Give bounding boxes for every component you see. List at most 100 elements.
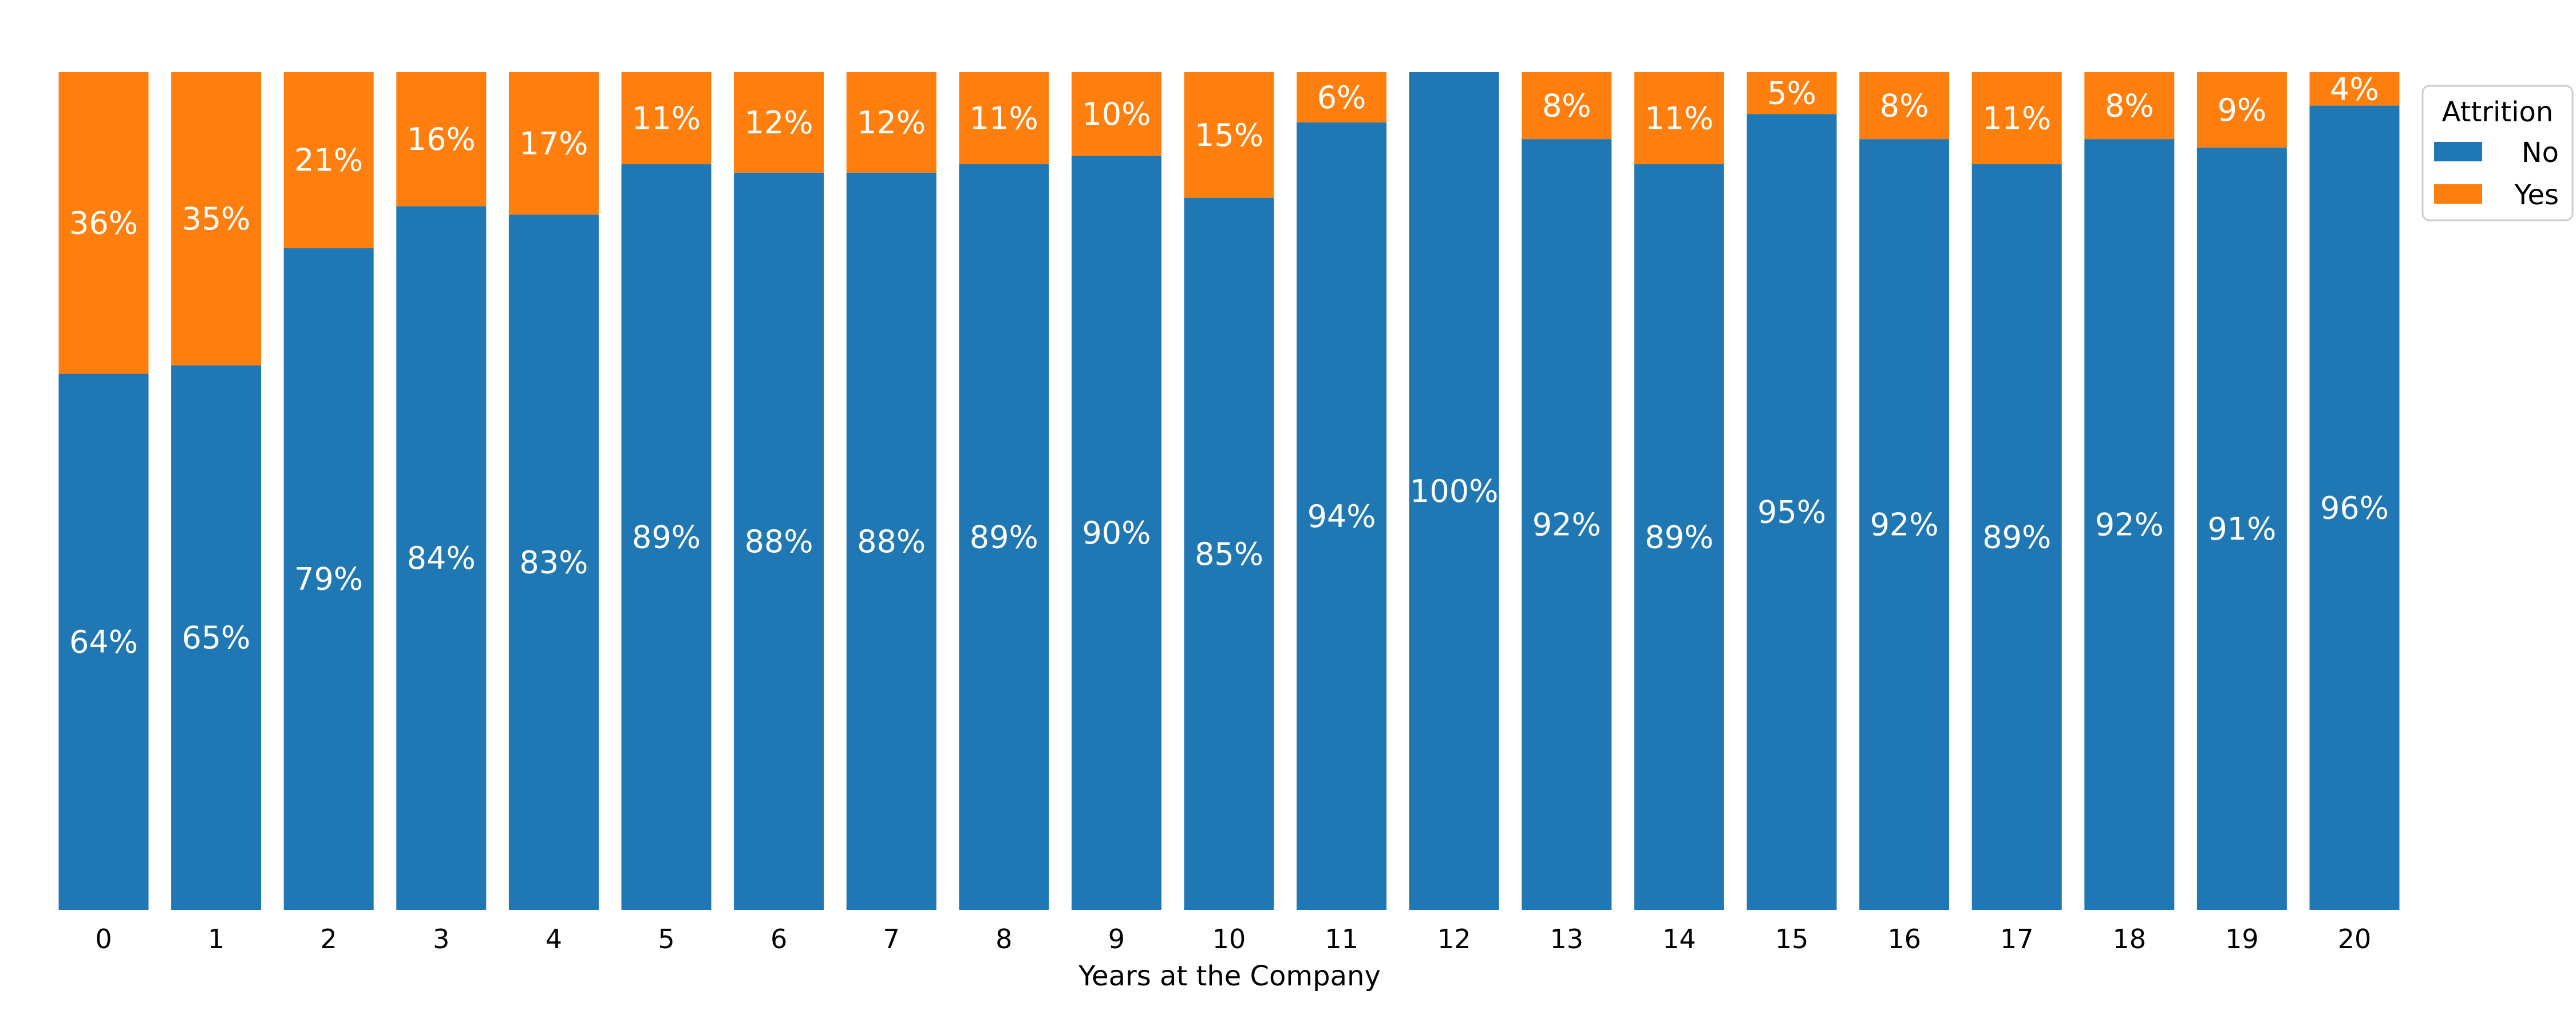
bar-no-17 — [1971, 164, 2062, 910]
x-tick-label-0: 0 — [95, 924, 112, 954]
bar-yes-20 — [2309, 72, 2400, 106]
bar-yes-11 — [1297, 72, 1387, 122]
bar-label-no-2: 79% — [294, 561, 363, 597]
bar-label-no-15: 95% — [1757, 494, 1826, 530]
bar-yes-0 — [58, 72, 149, 374]
bar-yes-6 — [734, 72, 824, 173]
bar-label-yes-10: 15% — [1195, 117, 1263, 153]
bar-no-16 — [1859, 139, 1950, 910]
x-tick-label-7: 7 — [883, 924, 900, 954]
x-tick-label-5: 5 — [658, 924, 674, 954]
bar-label-yes-2: 21% — [294, 142, 363, 179]
bar-label-yes-13: 8% — [1542, 88, 1591, 124]
x-tick-label-19: 19 — [2225, 924, 2259, 954]
bar-yes-19 — [2196, 72, 2287, 148]
bar-yes-9 — [1071, 72, 1161, 156]
x-tick-label-2: 2 — [321, 924, 337, 954]
x-tick-label-17: 17 — [2000, 924, 2034, 954]
bar-label-no-6: 88% — [745, 524, 813, 560]
legend-label-yes: Yes — [2514, 179, 2559, 211]
bar-label-yes-20: 4% — [2330, 71, 2379, 107]
x-tick-label-6: 6 — [771, 924, 787, 954]
bar-yes-18 — [2084, 72, 2175, 140]
legend: Attrition No Yes — [2421, 85, 2574, 221]
x-tick-label-20: 20 — [2338, 924, 2372, 954]
bar-label-yes-8: 11% — [970, 101, 1038, 137]
bar-yes-3 — [396, 72, 487, 207]
x-tick-label-15: 15 — [1775, 924, 1809, 954]
x-tick-label-11: 11 — [1325, 924, 1358, 954]
bar-no-19 — [2196, 147, 2287, 910]
x-tick-label-3: 3 — [433, 924, 449, 954]
bar-no-1 — [171, 365, 262, 910]
bar-no-2 — [283, 248, 374, 910]
bar-label-yes-4: 17% — [519, 125, 588, 161]
bar-label-no-3: 84% — [407, 540, 476, 576]
bar-label-no-5: 89% — [632, 520, 701, 556]
bar-label-yes-0: 36% — [69, 205, 138, 241]
bar-label-yes-19: 9% — [2218, 92, 2267, 128]
bar-label-no-12: 100% — [1410, 473, 1498, 509]
bar-no-9 — [1071, 156, 1161, 910]
x-tick-label-18: 18 — [2113, 924, 2147, 954]
bar-label-no-4: 83% — [519, 544, 588, 580]
bar-yes-17 — [1971, 72, 2062, 165]
bar-label-no-16: 92% — [1870, 507, 1939, 543]
bar-label-no-13: 92% — [1532, 507, 1601, 543]
bar-label-no-8: 89% — [970, 520, 1038, 556]
bar-label-yes-18: 8% — [2105, 88, 2154, 124]
bar-label-no-9: 90% — [1082, 515, 1151, 551]
x-tick-label-16: 16 — [1887, 924, 1921, 954]
bar-label-no-20: 96% — [2320, 490, 2389, 526]
bar-no-5 — [621, 164, 712, 910]
bar-no-0 — [58, 374, 149, 910]
bar-yes-1 — [171, 72, 262, 366]
bar-label-no-14: 89% — [1645, 520, 1713, 556]
bar-label-no-10: 85% — [1195, 536, 1263, 572]
legend-label-no: No — [2522, 137, 2559, 169]
bar-yes-4 — [508, 72, 599, 215]
bar-no-6 — [734, 172, 824, 910]
bar-label-yes-3: 16% — [407, 121, 476, 157]
bar-label-yes-17: 11% — [1982, 101, 2051, 137]
bar-label-yes-5: 11% — [632, 101, 701, 137]
bar-yes-7 — [846, 72, 937, 173]
x-tick-label-4: 4 — [546, 924, 562, 954]
bar-no-13 — [1522, 139, 1612, 910]
legend-title: Attrition — [2442, 96, 2554, 128]
bar-yes-10 — [1184, 72, 1274, 198]
bar-label-no-19: 91% — [2207, 511, 2276, 547]
bar-no-8 — [959, 164, 1049, 910]
bar-label-no-11: 94% — [1307, 498, 1376, 534]
bar-label-yes-15: 5% — [1767, 76, 1816, 112]
bar-yes-5 — [621, 72, 712, 165]
bar-yes-8 — [959, 72, 1049, 165]
bar-no-3 — [396, 206, 487, 910]
x-tick-label-9: 9 — [1108, 924, 1125, 954]
x-tick-label-1: 1 — [208, 924, 224, 954]
bar-yes-13 — [1522, 72, 1612, 140]
bar-yes-15 — [1747, 72, 1837, 114]
bar-no-11 — [1297, 122, 1387, 910]
x-tick-label-14: 14 — [1662, 924, 1696, 954]
bar-label-no-0: 64% — [69, 624, 138, 660]
bar-label-no-7: 88% — [857, 524, 926, 560]
bar-label-no-18: 92% — [2095, 507, 2164, 543]
x-tick-label-8: 8 — [995, 924, 1012, 954]
bar-label-yes-6: 12% — [745, 105, 813, 141]
bar-label-yes-9: 10% — [1082, 96, 1151, 132]
bar-no-18 — [2084, 139, 2175, 910]
bar-no-14 — [1634, 164, 1724, 910]
x-axis-label: Years at the Company — [1078, 960, 1381, 992]
bar-label-no-1: 65% — [182, 620, 251, 656]
bar-yes-2 — [283, 72, 374, 248]
bar-no-15 — [1747, 114, 1837, 910]
x-tick-label-10: 10 — [1212, 924, 1246, 954]
bar-no-12 — [1409, 72, 1499, 910]
legend-swatch-no — [2434, 142, 2482, 161]
x-tick-label-12: 12 — [1437, 924, 1471, 954]
bar-label-no-17: 89% — [1982, 520, 2051, 556]
x-tick-labels: 0 1 2 3 4 5 6 7 8 9 10 11 12 13 14 15 16 17 18 19 20 — [95, 924, 2371, 954]
bar-no-7 — [846, 172, 937, 910]
